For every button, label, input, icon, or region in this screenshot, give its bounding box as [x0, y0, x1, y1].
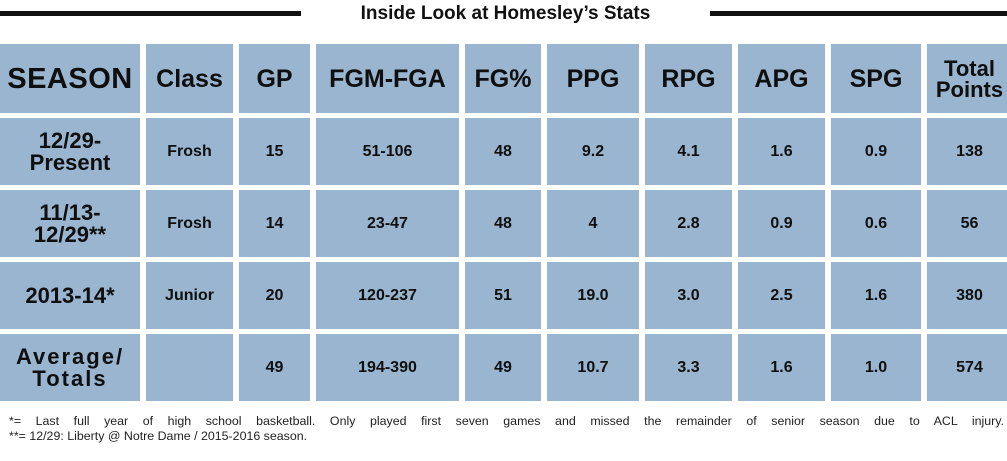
header-ppg: PPG [547, 44, 639, 113]
season-line2: Totals [32, 365, 108, 391]
header-rpg: RPG [645, 44, 732, 113]
fg-pct-cell: 48 [465, 118, 541, 185]
title-rule-right [710, 11, 1007, 16]
ppg-cell: 10.7 [547, 334, 639, 401]
fgm-fga-cell: 23-47 [316, 190, 459, 257]
footnote-single-asterisk: *= Last full year of high school basketb… [9, 414, 1004, 428]
class-cell: Frosh [146, 118, 233, 185]
ppg-cell: 9.2 [547, 118, 639, 185]
season-line1: 11/13- [39, 199, 101, 225]
total-points-cell: 380 [927, 262, 1007, 329]
gp-cell: 14 [239, 190, 310, 257]
class-cell: Junior [146, 262, 233, 329]
header-total-points: Total Points [927, 44, 1007, 113]
fg-pct-cell: 49 [465, 334, 541, 401]
fgm-fga-cell: 51-106 [316, 118, 459, 185]
row-season-cell: 12/29- Present [0, 118, 140, 185]
total-points-cell: 138 [927, 118, 1007, 185]
class-cell [146, 334, 233, 401]
ppg-cell: 4 [547, 190, 639, 257]
spg-cell: 0.9 [831, 118, 921, 185]
rpg-cell: 3.0 [645, 262, 732, 329]
fgm-fga-cell: 194-390 [316, 334, 459, 401]
apg-cell: 1.6 [738, 334, 825, 401]
header-fgm-fga: FGM-FGA [316, 44, 459, 113]
row-season-cell: Average/Totals [0, 334, 140, 401]
spg-cell: 1.6 [831, 262, 921, 329]
season-line2: Present [29, 149, 111, 175]
total-points-cell: 56 [927, 190, 1007, 257]
gp-cell: 15 [239, 118, 310, 185]
apg-cell: 1.6 [738, 118, 825, 185]
stats-table: SEASON Class GP FGM-FGA FG% PPG RPG APG … [0, 44, 1007, 401]
gp-cell: 20 [239, 262, 310, 329]
footnote-double-asterisk: **= 12/29: Liberty @ Notre Dame / 2015-2… [9, 429, 308, 443]
gp-cell: 49 [239, 334, 310, 401]
row-season-cell: 2013-14* [0, 262, 140, 329]
total-points-cell: 574 [927, 334, 1007, 401]
header-season: SEASON [0, 44, 140, 113]
apg-cell: 2.5 [738, 262, 825, 329]
header-gp: GP [239, 44, 310, 113]
spg-cell: 1.0 [831, 334, 921, 401]
rpg-cell: 2.8 [645, 190, 732, 257]
season-line2: 12/29** [33, 221, 107, 247]
spg-cell: 0.6 [831, 190, 921, 257]
fg-pct-cell: 48 [465, 190, 541, 257]
fg-pct-cell: 51 [465, 262, 541, 329]
footnotes: *= Last full year of high school basketb… [9, 414, 1004, 444]
class-cell: Frosh [146, 190, 233, 257]
rpg-cell: 4.1 [645, 118, 732, 185]
header-spg: SPG [831, 44, 921, 113]
header-apg: APG [738, 44, 825, 113]
row-season-cell: 11/13- 12/29** [0, 190, 140, 257]
header-class: Class [146, 44, 233, 113]
apg-cell: 0.9 [738, 190, 825, 257]
title-bar: Inside Look at Homesley’s Stats [0, 0, 1007, 30]
page-title: Inside Look at Homesley’s Stats [360, 3, 651, 24]
header-fg-pct: FG% [465, 44, 541, 113]
header-total-line1: Total [944, 55, 995, 81]
season-line1: Average/ [15, 343, 125, 369]
fgm-fga-cell: 120-237 [316, 262, 459, 329]
season-line1: 2013-14* [25, 282, 115, 308]
season-line1: 12/29- [38, 127, 102, 153]
rpg-cell: 3.3 [645, 334, 732, 401]
header-total-line2: Points [935, 76, 1004, 102]
title-rule-left [0, 11, 301, 16]
ppg-cell: 19.0 [547, 262, 639, 329]
